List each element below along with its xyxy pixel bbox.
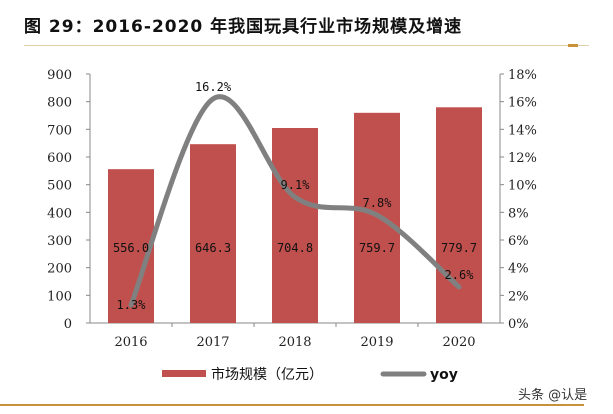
right-tick-label: 14% (508, 123, 537, 138)
right-tick-label: 6% (508, 234, 529, 249)
bar-2018 (272, 128, 318, 323)
yoy-value-label: 16.2% (195, 80, 232, 94)
left-tick-label: 900 (47, 68, 72, 83)
x-tick-label: 2017 (196, 335, 229, 350)
watermark: 头条 @认是 (518, 388, 588, 403)
bottom-divider (0, 404, 584, 406)
left-tick-label: 600 (47, 151, 72, 166)
legend-bar-swatch (162, 370, 206, 377)
right-tick-label: 4% (508, 262, 529, 277)
x-tick-label: 2018 (278, 335, 311, 350)
figure-title: 图 29：2016-2020 年我国玩具行业市场规模及增速 (24, 17, 463, 37)
right-tick-label: 16% (508, 96, 537, 111)
title-divider (24, 45, 589, 46)
left-tick-label: 0 (64, 317, 72, 332)
bar-value-label: 704.8 (277, 241, 313, 255)
legend-bar-label: 市场规模（亿元） (211, 366, 323, 383)
left-tick-label: 300 (47, 234, 72, 249)
right-tick-label: 12% (508, 151, 537, 166)
left-tick-label: 200 (47, 262, 72, 277)
bar-value-label: 556.0 (113, 241, 149, 255)
right-tick-label: 8% (508, 206, 529, 221)
yoy-value-label: 9.1% (281, 178, 311, 192)
right-tick-label: 18% (508, 68, 537, 83)
left-tick-label: 100 (47, 289, 72, 304)
yoy-value-label: 7.8% (363, 196, 393, 210)
bar-2016 (108, 169, 154, 323)
left-tick-label: 800 (47, 96, 72, 111)
title-divider-accent (568, 44, 578, 47)
left-tick-label: 400 (47, 206, 72, 221)
bar-value-label: 646.3 (195, 241, 231, 255)
right-tick-label: 2% (508, 289, 529, 304)
right-tick-label: 10% (508, 179, 537, 194)
bar-2020 (436, 107, 482, 324)
left-tick-label: 700 (47, 123, 72, 138)
bar-value-label: 779.7 (441, 241, 477, 255)
yoy-value-label: 2.6% (445, 268, 475, 282)
bar-2017 (190, 144, 236, 323)
right-tick-label: 0% (508, 317, 529, 332)
yoy-line (128, 94, 462, 308)
x-tick-label: 2016 (114, 335, 147, 350)
legend-line-label: yoy (430, 367, 458, 383)
x-tick-label: 2020 (442, 335, 475, 350)
bar-value-label: 759.7 (359, 241, 395, 255)
yoy-value-label: 1.3% (117, 298, 147, 312)
left-tick-label: 500 (47, 179, 72, 194)
x-tick-label: 2019 (360, 335, 393, 350)
